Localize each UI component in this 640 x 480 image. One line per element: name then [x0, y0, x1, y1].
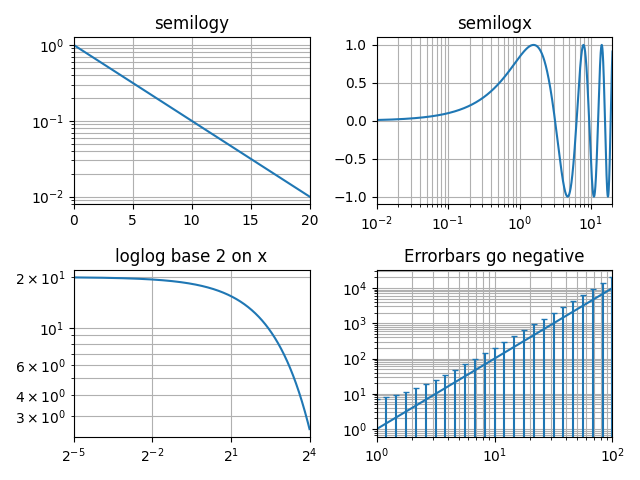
Title: Errorbars go negative: Errorbars go negative — [404, 248, 585, 265]
Title: semilogy: semilogy — [154, 15, 229, 33]
Title: semilogx: semilogx — [457, 15, 532, 33]
Title: loglog base 2 on x: loglog base 2 on x — [115, 248, 268, 265]
